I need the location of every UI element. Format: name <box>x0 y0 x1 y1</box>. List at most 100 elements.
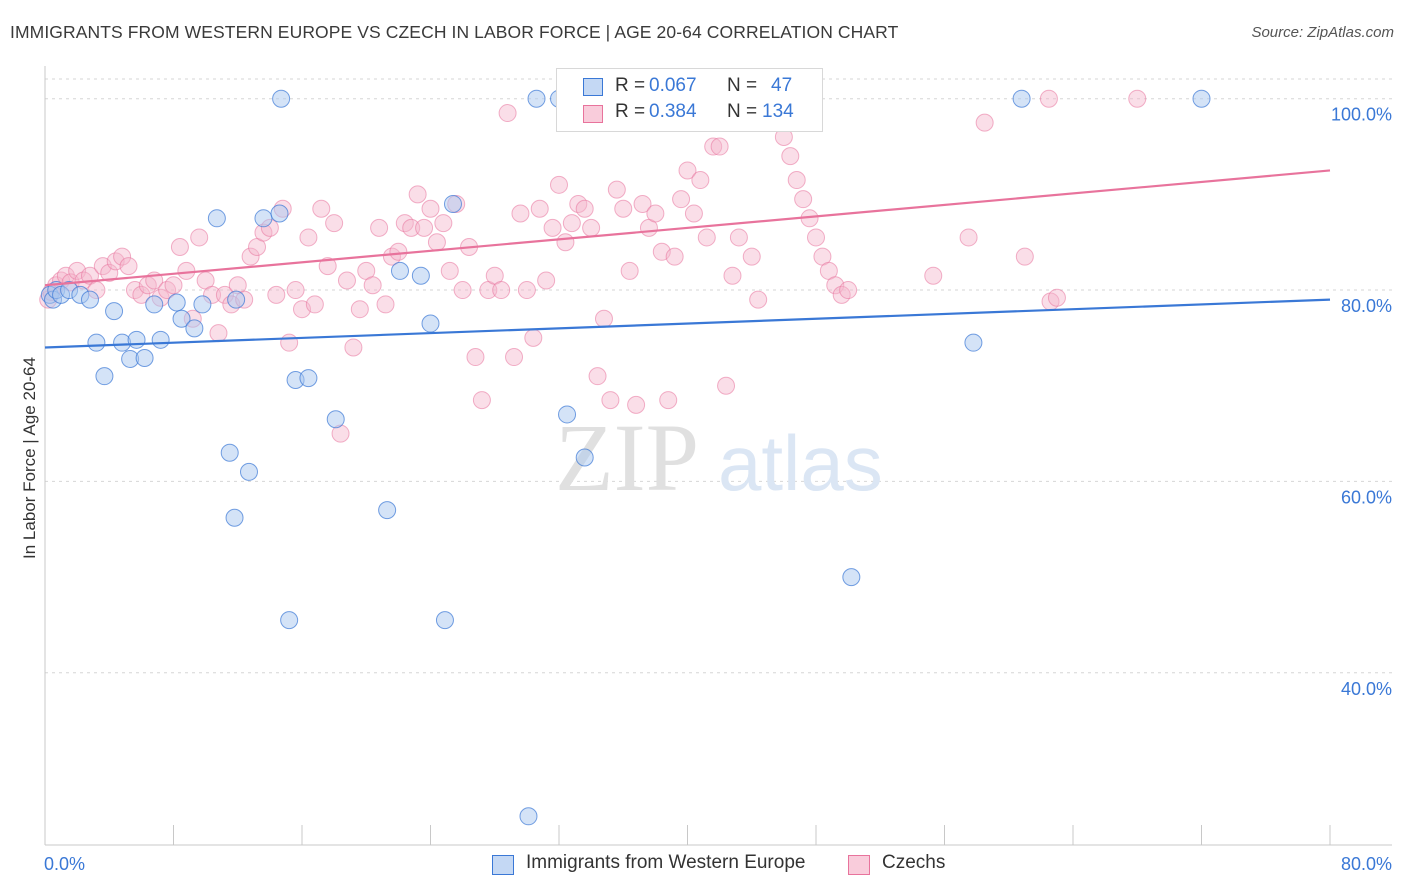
y-tick-label: 60.0% <box>1341 487 1392 507</box>
czechs-point <box>1047 288 1066 307</box>
czechs-trend-line <box>44 169 1331 287</box>
western-europe-point <box>151 330 170 349</box>
czechs-point <box>620 261 639 280</box>
trend-lines <box>44 169 1331 349</box>
czechs-point <box>190 228 209 247</box>
czechs-point <box>370 218 389 237</box>
western-europe-point <box>185 319 204 338</box>
czechs-point <box>318 257 337 276</box>
czechs-point <box>312 199 331 218</box>
czechs-point <box>787 171 806 190</box>
czechs-point <box>697 228 716 247</box>
chart-title: IMMIGRANTS FROM WESTERN EUROPE VS CZECH … <box>10 22 899 42</box>
czechs-point <box>170 238 189 257</box>
czechs-point <box>119 257 138 276</box>
legend-label-western-europe: Immigrants from Western Europe <box>526 852 806 873</box>
czechs-point <box>363 276 382 295</box>
pink-n-label: N = <box>727 101 758 122</box>
czechs-point <box>646 204 665 223</box>
czechs-point <box>299 228 318 247</box>
czechs-point <box>100 263 119 282</box>
western-europe-point <box>172 309 191 328</box>
czechs-point <box>344 338 363 357</box>
western-europe-point <box>421 314 440 333</box>
czechs-point <box>807 228 825 247</box>
stats-box: R = 0.067 N = 47 R = 0.384 N = 134 <box>556 68 823 132</box>
czechs-point <box>550 175 568 194</box>
czechs-point <box>975 113 994 132</box>
czechs-point <box>543 218 562 237</box>
czechs-point <box>337 271 356 290</box>
czechs-points <box>39 89 1147 443</box>
czechs-point <box>924 266 943 285</box>
western-europe-point <box>80 290 99 309</box>
source-label: Source: ZipAtlas.com <box>1251 24 1394 41</box>
czechs-point <box>376 295 395 314</box>
czechs-point <box>472 391 491 410</box>
czechs-point <box>434 214 453 233</box>
pink-n-value: 134 <box>762 101 794 122</box>
western-europe-point <box>411 266 430 285</box>
czechs-point <box>704 137 723 156</box>
czechs-point <box>839 281 858 300</box>
western-europe-point <box>1192 89 1211 108</box>
watermark-atlas: atlas <box>718 419 883 507</box>
czechs-point <box>511 204 530 223</box>
czechs-point <box>241 247 260 266</box>
czechs-point <box>691 171 710 190</box>
legend-swatch-pink <box>848 855 870 875</box>
pink-r-label: R = <box>615 101 646 122</box>
western-europe-point <box>95 367 114 386</box>
czechs-point <box>498 104 517 123</box>
czechs-point <box>113 247 132 266</box>
western-europe-point <box>299 369 318 388</box>
czechs-point <box>729 228 748 247</box>
czechs-point <box>582 218 601 237</box>
czechs-point <box>672 190 691 209</box>
stats-row-pink: R = 0.384 N = 134 <box>557 101 822 129</box>
czechs-point <box>517 281 536 300</box>
y-tick-label: 80.0% <box>1341 296 1392 316</box>
western-europe-point <box>239 462 258 481</box>
axes <box>44 66 1392 846</box>
western-europe-point <box>167 293 186 312</box>
czechs-point <box>492 281 511 300</box>
czechs-point <box>717 376 736 395</box>
western-europe-point <box>443 194 462 213</box>
western-europe-point <box>280 611 299 630</box>
czechs-point <box>601 391 620 410</box>
western-europe-point <box>390 261 409 280</box>
legend-label-czechs: Czechs <box>882 852 946 873</box>
western-europe-point <box>435 611 454 630</box>
czechs-point <box>1128 89 1147 108</box>
pink-swatch <box>583 105 603 123</box>
czechs-point <box>325 214 344 233</box>
czechs-point <box>177 261 196 280</box>
czechs-point <box>1015 247 1034 266</box>
czechs-point <box>556 233 575 252</box>
czechs-point <box>427 233 446 252</box>
western-europe-point <box>1012 89 1031 108</box>
czechs-point <box>286 281 305 300</box>
watermark: ZIP atlas <box>555 404 883 511</box>
czechs-point <box>659 391 678 410</box>
czechs-point <box>524 328 543 347</box>
czechs-point <box>537 271 556 290</box>
blue-r-label: R = <box>615 75 646 96</box>
y-tick-label: 40.0% <box>1341 679 1392 699</box>
western-europe-trend-line <box>44 298 1331 349</box>
czechs-point <box>415 218 434 237</box>
western-europe-point <box>193 295 212 314</box>
czechs-point <box>421 199 440 218</box>
czechs-point <box>267 285 286 304</box>
western-europe-point <box>575 448 594 467</box>
czechs-point <box>466 348 485 367</box>
western-europe-point <box>207 209 226 228</box>
czechs-point <box>723 266 742 285</box>
western-europe-point <box>87 333 106 352</box>
czechs-point <box>627 395 646 414</box>
czechs-point <box>588 367 607 386</box>
czechs-point <box>440 261 459 280</box>
czechs-point <box>749 290 768 309</box>
western-europe-point <box>558 405 577 424</box>
